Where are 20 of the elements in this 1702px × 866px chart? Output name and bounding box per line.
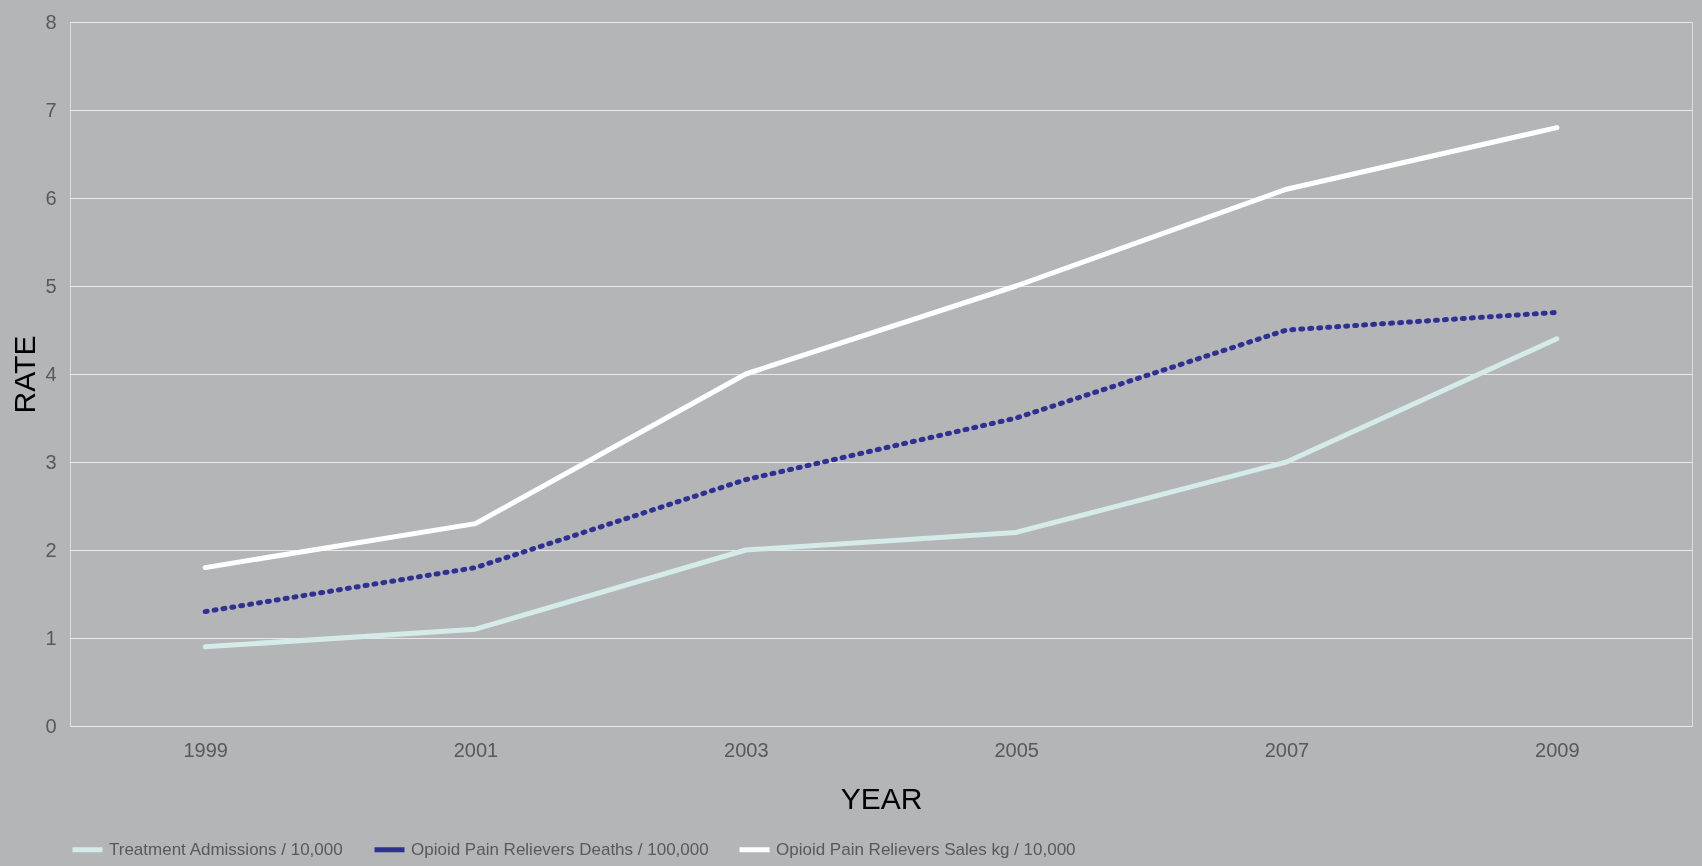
y-tick-label: 1: [45, 626, 57, 649]
y-tick-label: 8: [45, 10, 57, 33]
y-tick-label: 6: [45, 186, 57, 209]
y-tick-label: 2: [45, 538, 57, 561]
y-tick-label: 3: [45, 450, 57, 473]
legend-label: Treatment Admissions / 10,000: [109, 839, 343, 859]
y-tick-label: 0: [45, 714, 57, 737]
x-tick-label: 2007: [1264, 738, 1310, 761]
y-tick-label: 5: [45, 274, 57, 297]
x-tick-label: 2001: [453, 738, 499, 761]
legend-label: Opioid Pain Relievers Deaths / 100,000: [411, 839, 709, 859]
y-tick-label: 7: [45, 98, 57, 121]
x-tick-label: 2009: [1535, 738, 1580, 761]
x-axis-title: YEAR: [840, 781, 923, 815]
x-tick-label: 2003: [724, 738, 769, 761]
legend-label: Opioid Pain Relievers Sales kg / 10,000: [776, 839, 1076, 859]
y-axis-title: RATE: [8, 335, 42, 414]
y-tick-label: 4: [45, 362, 57, 385]
x-tick-label: 2005: [994, 738, 1039, 761]
x-tick-label: 1999: [183, 738, 228, 761]
